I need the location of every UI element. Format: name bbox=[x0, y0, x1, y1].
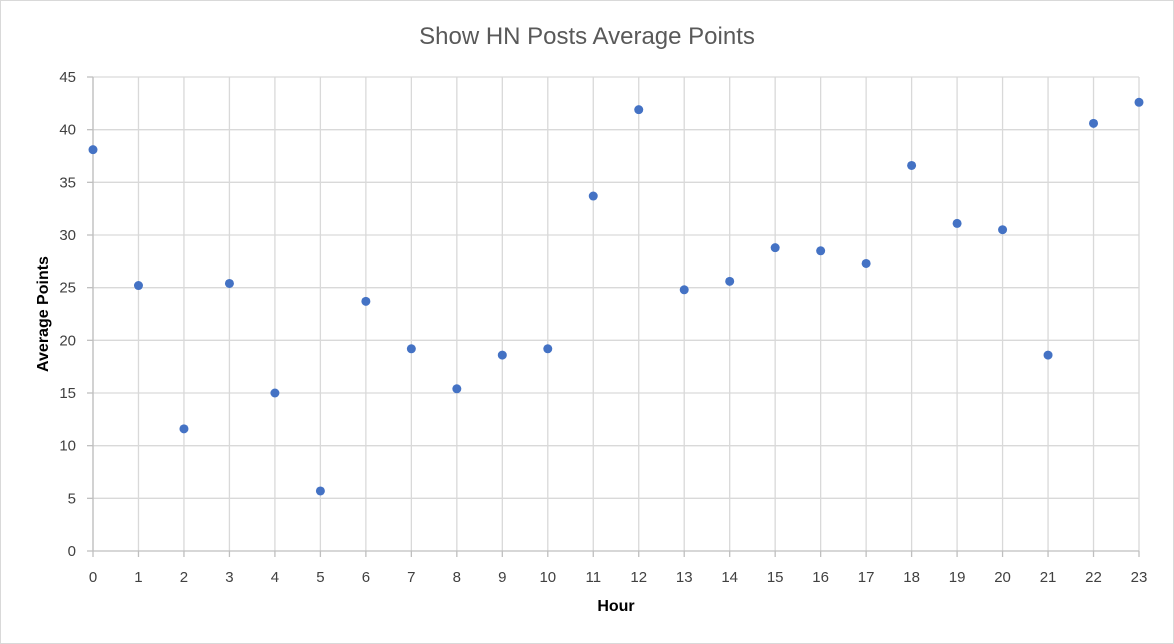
y-tick-label: 10 bbox=[59, 438, 76, 455]
x-tick-label: 14 bbox=[721, 569, 738, 586]
y-axis-title: Average Points bbox=[35, 256, 52, 372]
chart-title: Show HN Posts Average Points bbox=[419, 23, 755, 50]
data-point bbox=[725, 276, 735, 286]
x-tick-label: 9 bbox=[498, 569, 506, 586]
y-tick-label: 30 bbox=[59, 227, 76, 244]
x-tick-label: 15 bbox=[767, 569, 784, 586]
x-tick-label: 10 bbox=[539, 569, 556, 586]
x-tick-label: 19 bbox=[949, 569, 966, 586]
y-tick-labels: 0 5 10 15 20 25 30 35 40 45 bbox=[59, 69, 76, 560]
x-tick-label: 1 bbox=[134, 569, 142, 586]
x-tick-label: 18 bbox=[903, 569, 920, 586]
x-axis-title: Hour bbox=[597, 598, 634, 615]
x-tick-label: 17 bbox=[858, 569, 875, 586]
x-tick-label: 4 bbox=[271, 569, 279, 586]
y-tick-label: 40 bbox=[59, 122, 76, 139]
y-tick-label: 15 bbox=[59, 385, 76, 402]
data-point bbox=[816, 246, 826, 256]
x-tick-label: 6 bbox=[362, 569, 370, 586]
data-points bbox=[88, 97, 1144, 496]
x-tick-label: 23 bbox=[1131, 569, 1148, 586]
data-point bbox=[634, 105, 644, 115]
axes bbox=[87, 76, 1140, 557]
x-tick-label: 16 bbox=[812, 569, 829, 586]
x-tick-label: 20 bbox=[994, 569, 1011, 586]
data-point bbox=[179, 424, 189, 434]
x-tick-label: 11 bbox=[585, 569, 601, 586]
data-point bbox=[1134, 97, 1144, 107]
data-point bbox=[543, 344, 553, 354]
y-tick-label: 5 bbox=[68, 490, 76, 507]
data-point bbox=[952, 218, 962, 228]
data-point bbox=[270, 388, 280, 398]
x-tick-label: 5 bbox=[316, 569, 324, 586]
data-point bbox=[588, 191, 598, 201]
data-point bbox=[1089, 118, 1099, 128]
data-point bbox=[679, 285, 689, 295]
y-tick-label: 45 bbox=[59, 69, 76, 86]
data-point bbox=[770, 243, 780, 253]
data-point bbox=[998, 225, 1008, 235]
x-tick-label: 2 bbox=[180, 569, 188, 586]
x-tick-label: 22 bbox=[1085, 569, 1102, 586]
x-tick-label: 7 bbox=[407, 569, 415, 586]
data-point bbox=[907, 160, 917, 170]
data-point bbox=[861, 258, 871, 268]
data-point bbox=[315, 486, 325, 496]
data-point bbox=[406, 344, 416, 354]
data-point bbox=[361, 296, 371, 306]
y-tick-label: 0 bbox=[68, 543, 76, 560]
data-point bbox=[88, 145, 98, 155]
y-tick-label: 25 bbox=[59, 280, 76, 297]
x-tick-label: 8 bbox=[453, 569, 461, 586]
x-tick-label: 21 bbox=[1040, 569, 1057, 586]
y-tick-label: 20 bbox=[59, 332, 76, 349]
data-point bbox=[133, 281, 143, 291]
data-point bbox=[497, 350, 507, 360]
x-tick-label: 13 bbox=[676, 569, 693, 586]
x-tick-label: 3 bbox=[225, 569, 233, 586]
x-tick-labels: 0 1 2 3 4 5 6 7 8 9 10 11 12 13 14 15 16 17 18 19 20 21 22 23 bbox=[89, 569, 1148, 586]
gridlines bbox=[92, 76, 1140, 551]
y-tick-label: 35 bbox=[59, 174, 76, 191]
x-tick-label: 0 bbox=[89, 569, 97, 586]
data-point bbox=[224, 278, 234, 288]
x-tick-label: 12 bbox=[630, 569, 647, 586]
data-point bbox=[1043, 350, 1053, 360]
data-point bbox=[452, 384, 462, 394]
